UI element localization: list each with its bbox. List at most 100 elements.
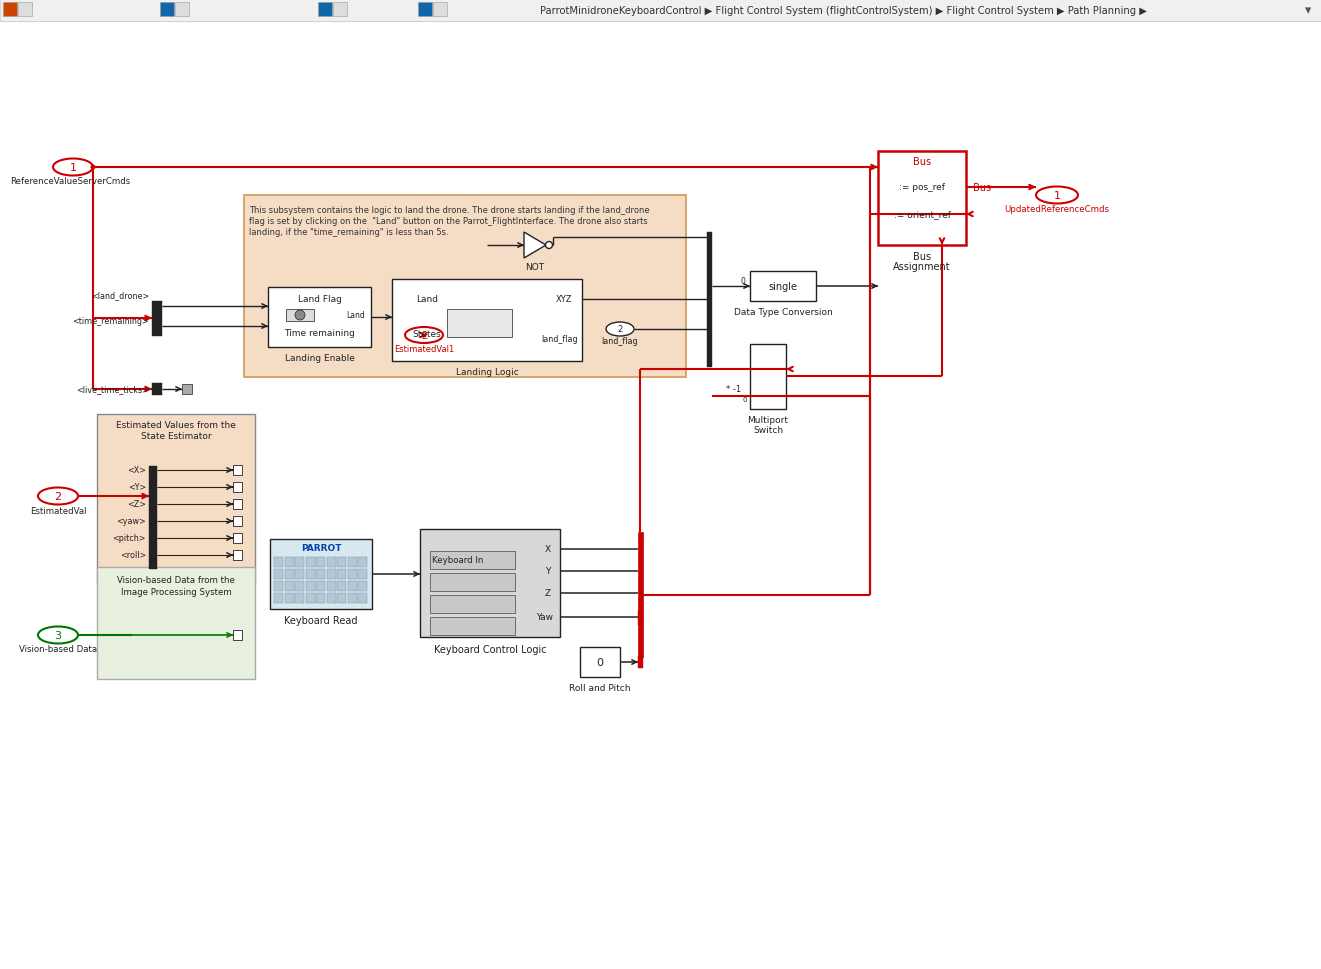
Ellipse shape (606, 323, 634, 336)
Text: ParrotMinidroneKeyboardControl ▶ Flight Control System (flightControlSystem) ▶ F: ParrotMinidroneKeyboardControl ▶ Flight … (540, 6, 1147, 16)
Text: Keyboard In: Keyboard In (432, 556, 483, 565)
Polygon shape (524, 233, 546, 259)
Bar (174, 3, 189, 17)
Bar (417, 3, 432, 17)
Bar (358, 593, 367, 604)
Bar (326, 581, 336, 591)
Text: <roll>: <roll> (120, 551, 147, 560)
Text: Bus: Bus (913, 157, 931, 167)
Text: <live_time_ticks>: <live_time_ticks> (77, 385, 149, 394)
Text: <Z>: <Z> (127, 500, 147, 509)
Bar (232, 534, 242, 544)
Bar (232, 550, 242, 560)
Text: States: States (412, 330, 441, 339)
Bar (244, 196, 686, 378)
Bar (160, 3, 174, 17)
Text: Landing Enable: Landing Enable (284, 354, 354, 363)
Bar (284, 557, 293, 568)
Text: Y: Y (546, 567, 551, 576)
Text: Yaw: Yaw (536, 612, 553, 622)
Bar (347, 581, 357, 591)
Ellipse shape (53, 159, 92, 176)
Ellipse shape (406, 328, 443, 344)
Bar (446, 310, 513, 337)
Text: 0: 0 (742, 396, 748, 402)
Bar (284, 593, 293, 604)
Text: XYZ: XYZ (556, 296, 572, 304)
Text: single: single (769, 282, 798, 292)
Bar (18, 3, 32, 17)
Text: EstimatedVal1: EstimatedVal1 (394, 345, 454, 354)
Text: Data Type Conversion: Data Type Conversion (733, 308, 832, 317)
Bar (152, 301, 162, 336)
Bar (284, 581, 293, 591)
Text: <pitch>: <pitch> (112, 534, 147, 543)
Bar (318, 3, 332, 17)
Bar (420, 529, 560, 638)
Text: ReferenceValueServerCmds: ReferenceValueServerCmds (9, 177, 131, 186)
Bar (358, 570, 367, 579)
Bar (638, 611, 643, 625)
Text: flag is set by clicking on the  "Land" button on the Parrot_FlightInterface. The: flag is set by clicking on the "Land" bu… (248, 217, 647, 226)
Bar (273, 570, 283, 579)
Text: This subsystem contains the logic to land the drone. The drone starts landing if: This subsystem contains the logic to lan… (248, 205, 650, 215)
Text: State Estimator: State Estimator (141, 432, 211, 441)
Bar (431, 595, 515, 613)
Text: Estimated Values from the: Estimated Values from the (116, 422, 236, 430)
Bar (96, 568, 255, 679)
Bar (431, 551, 515, 570)
Text: Land Flag: Land Flag (297, 296, 341, 304)
Text: Land: Land (416, 296, 439, 304)
Text: land_flag: land_flag (542, 335, 579, 344)
Bar (431, 617, 515, 636)
Bar (392, 280, 583, 361)
Text: Bus: Bus (974, 183, 991, 193)
Text: Keyboard Read: Keyboard Read (284, 615, 358, 625)
Ellipse shape (1036, 187, 1078, 204)
Bar (295, 581, 304, 591)
Bar (273, 581, 283, 591)
Bar (305, 593, 314, 604)
Text: 0: 0 (597, 657, 604, 668)
Text: Land: Land (346, 311, 366, 320)
Bar (433, 3, 446, 17)
Bar (580, 647, 620, 677)
Text: <yaw>: <yaw> (116, 517, 147, 526)
Text: Roll and Pitch: Roll and Pitch (569, 684, 630, 693)
Bar (316, 581, 325, 591)
Text: Bus: Bus (913, 252, 931, 262)
Bar (0, 0, 1321, 22)
Bar (305, 581, 314, 591)
Bar (347, 557, 357, 568)
Text: Vision-based Data: Vision-based Data (18, 644, 96, 654)
Bar (295, 593, 304, 604)
Bar (326, 570, 336, 579)
Text: 2: 2 (421, 330, 427, 341)
Circle shape (295, 311, 305, 321)
Bar (96, 415, 255, 582)
Bar (750, 271, 816, 301)
Text: UpdatedReferenceCmds: UpdatedReferenceCmds (1004, 205, 1110, 214)
Text: <time_remaining>: <time_remaining> (73, 317, 149, 327)
Bar (182, 385, 192, 394)
Text: PARROT: PARROT (301, 544, 341, 553)
Bar (232, 483, 242, 492)
Bar (305, 570, 314, 579)
Bar (878, 152, 966, 246)
Bar (326, 593, 336, 604)
Text: Time remaining: Time remaining (284, 329, 355, 338)
Bar (273, 593, 283, 604)
Bar (638, 532, 643, 657)
Text: 0: 0 (741, 277, 745, 286)
Bar (232, 465, 242, 476)
Text: * -1: * -1 (727, 385, 741, 394)
Bar (149, 466, 157, 570)
Bar (232, 516, 242, 526)
Bar (305, 557, 314, 568)
Ellipse shape (38, 488, 78, 505)
Text: Landing Logic: Landing Logic (456, 368, 518, 377)
Text: land_flag: land_flag (601, 337, 638, 346)
Bar (347, 593, 357, 604)
Bar (268, 288, 371, 348)
Bar (326, 557, 336, 568)
